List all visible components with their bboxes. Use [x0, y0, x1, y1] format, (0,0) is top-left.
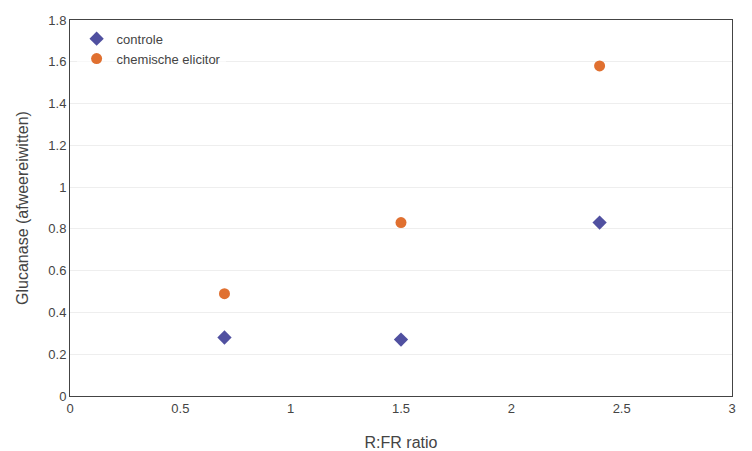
svg-text:1: 1	[59, 180, 66, 195]
svg-text:1.8: 1.8	[48, 13, 66, 28]
svg-text:0.4: 0.4	[48, 305, 66, 320]
svg-text:2: 2	[508, 401, 515, 416]
svg-text:2.5: 2.5	[613, 401, 631, 416]
svg-text:1: 1	[287, 401, 294, 416]
svg-text:1.4: 1.4	[48, 96, 66, 111]
svg-text:chemische elicitor: chemische elicitor	[117, 52, 221, 67]
svg-text:0.2: 0.2	[48, 347, 66, 362]
svg-text:Glucanase (afweereiwitten): Glucanase (afweereiwitten)	[14, 111, 31, 305]
svg-text:0.5: 0.5	[171, 401, 189, 416]
svg-text:1.6: 1.6	[48, 54, 66, 69]
svg-text:0.6: 0.6	[48, 263, 66, 278]
svg-text:1.5: 1.5	[392, 401, 410, 416]
svg-text:R:FR ratio: R:FR ratio	[365, 434, 438, 451]
svg-text:3: 3	[728, 401, 735, 416]
svg-text:0: 0	[59, 389, 66, 404]
svg-text:1.2: 1.2	[48, 138, 66, 153]
svg-text:0: 0	[66, 401, 73, 416]
svg-text:controle: controle	[117, 32, 163, 47]
svg-text:0.8: 0.8	[48, 221, 66, 236]
